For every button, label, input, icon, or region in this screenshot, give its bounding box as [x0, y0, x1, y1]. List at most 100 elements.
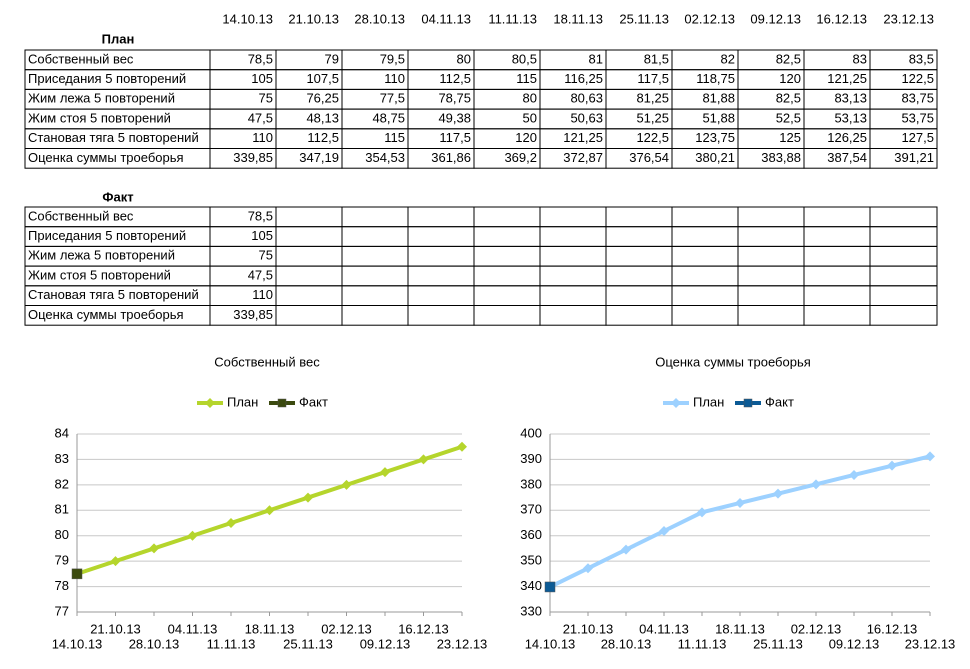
- cell-value: 77,5: [380, 91, 405, 106]
- legend-label: План: [693, 394, 724, 409]
- table-cell: [671, 305, 739, 326]
- y-tick-label: 79: [55, 553, 69, 568]
- cell-value: 115: [384, 130, 405, 145]
- cell-value: 391,21: [894, 150, 934, 165]
- table-cell: [341, 226, 409, 247]
- cell-value: 79,5: [380, 51, 405, 66]
- x-tick-label: 28.10.13: [129, 636, 180, 651]
- x-tick-label: 21.10.13: [563, 621, 614, 636]
- cell-value: 81: [589, 51, 603, 66]
- cell-value: 47,5: [248, 267, 273, 282]
- cell-value: 354,53: [365, 150, 405, 165]
- y-tick-label: 390: [520, 451, 542, 466]
- x-tick-label: 23.12.13: [905, 636, 956, 651]
- y-tick-label: 350: [520, 553, 542, 568]
- marker: [457, 441, 467, 452]
- cell-value: 120: [779, 71, 801, 86]
- cell-value: 117,5: [637, 71, 669, 86]
- table-cell: [473, 265, 541, 287]
- cell-value: 387,54: [827, 150, 867, 165]
- cell-value: 380,21: [695, 150, 735, 165]
- marker: [226, 518, 236, 528]
- cell-value: 347,19: [299, 150, 339, 165]
- marker: [149, 543, 159, 554]
- cell-value: 339,85: [233, 307, 273, 322]
- marker: [583, 563, 593, 574]
- table-cell: [605, 285, 673, 306]
- table-cell: [473, 305, 541, 326]
- table-cell: [869, 265, 938, 287]
- cell-value: 112,5: [439, 71, 471, 86]
- cell-value: 117,5: [439, 130, 471, 145]
- cell-value: 50,63: [570, 110, 603, 125]
- cell-value: 53,75: [901, 110, 934, 125]
- table-cell: [737, 245, 805, 267]
- table-cell: [803, 206, 871, 228]
- table-cell: [605, 265, 673, 287]
- table-cell: [869, 305, 938, 326]
- marker: [925, 451, 935, 462]
- date-header: 11.11.13: [488, 11, 537, 26]
- cell-value: 116,25: [564, 71, 603, 86]
- cell-value: 107,5: [306, 71, 339, 86]
- cell-value: 80,63: [570, 91, 603, 106]
- marker: [303, 492, 313, 503]
- x-tick-label: 25.11.13: [283, 636, 333, 651]
- y-tick-label: 360: [520, 527, 542, 542]
- table-cell: [605, 206, 673, 228]
- legend-marker: [277, 398, 287, 408]
- x-tick-label: 09.12.13: [360, 636, 411, 651]
- table-cell: [671, 285, 739, 306]
- marker: [418, 454, 429, 465]
- cell-value: 105: [251, 71, 273, 86]
- y-tick-label: 330: [520, 603, 542, 618]
- x-tick-label: 14.10.13: [525, 636, 576, 651]
- date-header: 25.11.13: [619, 11, 669, 26]
- table-cell: [407, 305, 475, 326]
- y-tick-label: 340: [520, 578, 542, 593]
- cell-value: 80: [457, 51, 471, 66]
- table-cell: [341, 265, 409, 287]
- marker: [811, 479, 821, 490]
- row-label: Собственный вес: [28, 208, 134, 223]
- row-label: Жим лежа 5 повторений: [28, 248, 175, 263]
- cell-value: 110: [252, 130, 273, 145]
- legend-marker: [743, 398, 753, 408]
- cell-value: 339,85: [233, 150, 273, 165]
- row-label: Оценка суммы троеборья: [28, 150, 184, 165]
- marker: [773, 488, 783, 499]
- table-cell: [407, 265, 475, 287]
- legend-label: План: [227, 394, 258, 409]
- table-cell: [275, 226, 343, 247]
- cell-value: 53,13: [834, 110, 867, 125]
- table-cell: [341, 285, 409, 306]
- cell-value: 122,5: [901, 71, 934, 86]
- table-cell: [869, 206, 938, 228]
- table-cell: [803, 285, 871, 306]
- table-cell: [539, 245, 607, 267]
- cell-value: 83,5: [909, 51, 934, 66]
- x-tick-label: 16.12.13: [398, 621, 449, 636]
- table-cell: [671, 265, 739, 287]
- cell-value: 81,5: [644, 51, 669, 66]
- table-cell: [605, 245, 673, 267]
- table-cell: [275, 245, 343, 267]
- cell-value: 75: [259, 248, 273, 263]
- cell-value: 121,25: [827, 71, 867, 86]
- table-cell: [473, 206, 541, 228]
- legend-marker: [205, 398, 215, 408]
- table-cell: [605, 226, 673, 247]
- row-label: Жим лежа 5 повторений: [28, 91, 175, 106]
- cell-value: 127,5: [901, 130, 934, 145]
- marker: [659, 525, 669, 536]
- chart-title: Собственный вес: [214, 354, 320, 369]
- x-tick-label: 23.12.13: [437, 636, 488, 651]
- table-cell: [737, 265, 805, 287]
- x-tick-label: 14.10.13: [52, 636, 103, 651]
- y-tick-label: 380: [520, 476, 542, 491]
- legend-label: Факт: [765, 394, 794, 409]
- cell-value: 51,88: [702, 110, 735, 125]
- marker: [110, 556, 121, 567]
- cell-value: 48,13: [306, 110, 339, 125]
